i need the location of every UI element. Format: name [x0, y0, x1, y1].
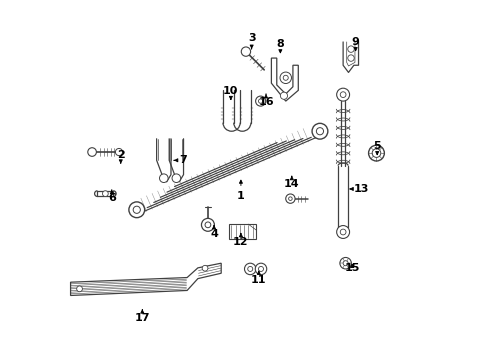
- Circle shape: [340, 92, 346, 98]
- Circle shape: [336, 88, 349, 101]
- Circle shape: [77, 286, 82, 292]
- Circle shape: [336, 226, 349, 238]
- Circle shape: [241, 47, 250, 56]
- Circle shape: [285, 194, 294, 203]
- Text: 4: 4: [210, 226, 218, 239]
- Circle shape: [255, 263, 266, 275]
- Circle shape: [202, 265, 207, 271]
- Circle shape: [280, 72, 291, 84]
- Circle shape: [115, 148, 122, 156]
- Text: 1: 1: [237, 180, 244, 201]
- Circle shape: [340, 229, 346, 235]
- Circle shape: [102, 191, 108, 197]
- Text: 14: 14: [284, 176, 299, 189]
- Circle shape: [133, 206, 140, 213]
- Text: 3: 3: [247, 33, 255, 49]
- Circle shape: [172, 174, 180, 183]
- Circle shape: [159, 174, 168, 183]
- Circle shape: [258, 266, 263, 271]
- Text: 17: 17: [134, 310, 150, 323]
- Circle shape: [311, 123, 327, 139]
- Text: 9: 9: [351, 37, 359, 51]
- Text: 5: 5: [373, 141, 380, 154]
- Text: 15: 15: [344, 263, 359, 273]
- Circle shape: [288, 197, 292, 201]
- Text: 13: 13: [349, 184, 368, 194]
- Circle shape: [347, 55, 353, 61]
- Circle shape: [368, 145, 384, 161]
- Text: 16: 16: [258, 94, 273, 107]
- Circle shape: [247, 266, 252, 271]
- Text: 6: 6: [108, 190, 116, 203]
- Circle shape: [316, 128, 323, 135]
- Circle shape: [258, 99, 262, 103]
- Circle shape: [129, 202, 144, 218]
- Circle shape: [255, 96, 265, 106]
- Circle shape: [347, 46, 353, 52]
- Circle shape: [343, 261, 347, 266]
- Circle shape: [88, 148, 96, 156]
- Circle shape: [283, 75, 287, 80]
- Text: 2: 2: [117, 150, 124, 163]
- Circle shape: [204, 222, 210, 228]
- Circle shape: [201, 219, 214, 231]
- Circle shape: [244, 263, 255, 275]
- Circle shape: [339, 257, 351, 269]
- Text: 10: 10: [223, 86, 238, 99]
- Text: 7: 7: [174, 155, 187, 165]
- Circle shape: [371, 149, 380, 157]
- Text: 12: 12: [233, 234, 248, 247]
- Text: 11: 11: [250, 271, 266, 285]
- Circle shape: [280, 92, 287, 99]
- Text: 8: 8: [276, 39, 284, 53]
